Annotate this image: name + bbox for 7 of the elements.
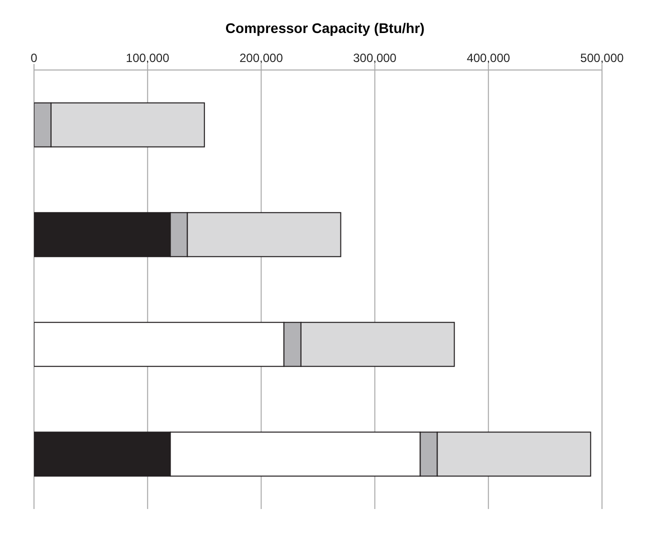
x-axis-title: Compressor Capacity (Btu/hr): [224, 20, 426, 36]
x-tick-label: 500,000: [580, 51, 624, 65]
x-tick-label: 400,000: [466, 51, 510, 65]
x-tick-label: 0: [30, 51, 38, 65]
x-tick-label: 100,000: [126, 51, 170, 65]
x-tick-label: 300,000: [353, 51, 397, 65]
x-tick-label: 200,000: [240, 51, 284, 65]
